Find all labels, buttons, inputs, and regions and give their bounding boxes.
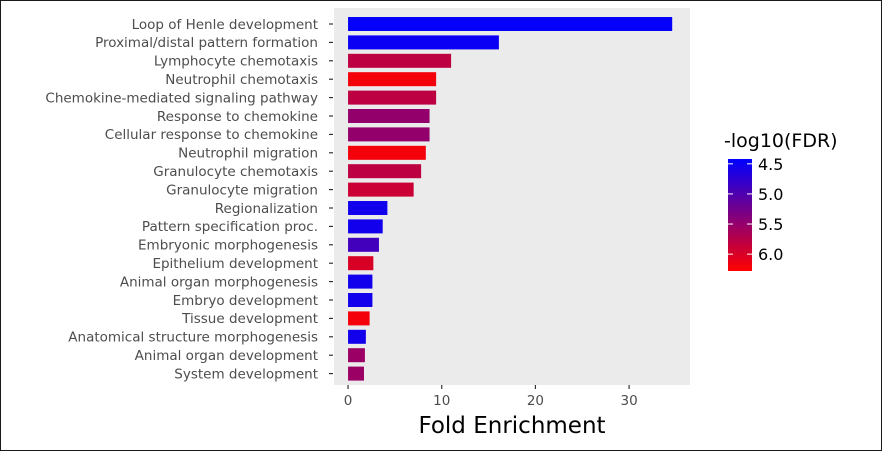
category-label: System development: [174, 366, 318, 382]
category-label: Anatomical structure morphogenesis: [68, 330, 318, 346]
category-label: Granulocyte chemotaxis: [153, 164, 318, 180]
category-label: Pattern specification proc.: [142, 219, 318, 235]
x-tick-label: 0: [344, 393, 353, 409]
bar: [348, 329, 366, 344]
category-labels: Loop of Henle development Proximal/distal…: [45, 17, 333, 382]
bar: [348, 164, 422, 179]
legend-label: 4.5: [758, 155, 783, 174]
category-label: Tissue development: [181, 311, 318, 327]
legend-label: 5.5: [758, 215, 783, 234]
category-label: Response to chemokine: [157, 109, 318, 125]
bar: [348, 237, 379, 252]
bar: [348, 182, 414, 197]
category-label: Cellular response to chemokine: [105, 127, 318, 143]
bar: [348, 17, 673, 31]
category-label: Epithelium development: [152, 256, 318, 272]
bar: [348, 109, 430, 123]
category-label: Lymphocyte chemotaxis: [154, 54, 318, 70]
x-axis-title: Fold Enrichment: [418, 413, 605, 439]
bar: [348, 35, 499, 50]
bar: [348, 145, 426, 160]
bar: [348, 366, 364, 381]
bar: [348, 127, 430, 142]
category-label: Loop of Henle development: [132, 17, 318, 33]
bar: [348, 311, 370, 326]
category-label: Chemokine-mediated signaling pathway: [45, 90, 318, 106]
x-tick-label: 20: [527, 393, 544, 409]
bar: [348, 219, 383, 234]
category-label: Granulocyte migration: [166, 182, 318, 198]
bar: [348, 274, 373, 289]
bar: [348, 348, 365, 363]
category-label: Animal organ morphogenesis: [120, 274, 318, 290]
legend-label: 6.0: [758, 245, 783, 264]
bar: [348, 201, 388, 215]
x-tick-label: 10: [433, 393, 450, 409]
category-label: Neutrophil migration: [178, 146, 318, 162]
category-label: Neutrophil chemotaxis: [165, 72, 318, 88]
bars: [348, 17, 673, 381]
category-label: Regionalization: [215, 201, 318, 217]
x-tick-label: 30: [621, 393, 638, 409]
bar: [348, 90, 437, 105]
legend-title: -log10(FDR): [724, 130, 838, 152]
legend-ticks: 4.5 5.0 5.5 6.0: [728, 155, 783, 264]
bar: [348, 72, 437, 87]
category-label: Animal organ development: [135, 348, 318, 364]
x-axis-ticks: 0 10 20 30: [344, 385, 638, 409]
bar: [348, 293, 373, 307]
bar: [348, 256, 374, 271]
category-label: Embryo development: [173, 293, 318, 309]
category-label: Proximal/distal pattern formation: [95, 35, 318, 51]
bar: [348, 53, 452, 68]
legend-colorbar: [728, 159, 752, 271]
legend-label: 5.0: [758, 185, 783, 204]
category-label: Embryonic morphogenesis: [138, 238, 318, 254]
